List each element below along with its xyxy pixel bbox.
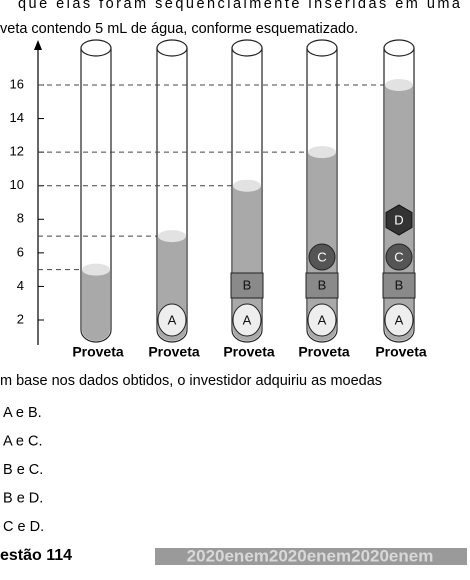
coin-label: A bbox=[168, 312, 177, 327]
tube-label: Proveta bbox=[375, 344, 427, 360]
y-tick-label: 2 bbox=[17, 311, 24, 326]
water-surface bbox=[82, 263, 110, 276]
text-line: que elas foram sequencialmente inseridas… bbox=[18, 0, 461, 12]
coin-label: C bbox=[317, 249, 326, 264]
option: B e D. bbox=[3, 490, 43, 506]
tube-top bbox=[80, 39, 112, 57]
option: A e C. bbox=[3, 433, 43, 449]
tube-top bbox=[383, 39, 415, 57]
y-tick-label: 4 bbox=[17, 278, 24, 293]
water-surface bbox=[233, 179, 261, 192]
coin-label: D bbox=[394, 212, 403, 227]
tube-label: Proveta bbox=[148, 344, 200, 360]
coin-label: A bbox=[318, 312, 327, 327]
option: A e B. bbox=[3, 405, 42, 421]
text-line: veta contendo 5 mL de água, conforme esq… bbox=[0, 21, 358, 37]
diagram: 246810121416ProvetaAProvetaABProvetaABCP… bbox=[10, 39, 427, 360]
coin-label: C bbox=[394, 249, 403, 264]
coin-label: A bbox=[395, 312, 404, 327]
coin-a bbox=[384, 303, 414, 337]
coin-c bbox=[385, 243, 413, 271]
coin-b bbox=[382, 272, 416, 299]
axis-arrow bbox=[34, 40, 42, 50]
watermark: 2020enem2020enem2020enem bbox=[187, 546, 434, 565]
coin-label: B bbox=[395, 277, 404, 292]
coin-a bbox=[232, 303, 262, 337]
water-surface bbox=[308, 146, 336, 159]
coin-b bbox=[305, 272, 339, 299]
coin-label: B bbox=[243, 277, 252, 292]
water-surface bbox=[158, 230, 186, 243]
y-tick-label: 16 bbox=[10, 76, 24, 91]
tube-label: Proveta bbox=[223, 344, 275, 360]
question-number: estão 114 bbox=[0, 547, 72, 564]
option: C e D. bbox=[3, 519, 44, 535]
y-tick-label: 6 bbox=[17, 244, 24, 259]
water-surface bbox=[385, 79, 413, 91]
coin-d bbox=[385, 204, 413, 236]
y-tick-label: 10 bbox=[10, 177, 24, 192]
tube-top bbox=[231, 39, 263, 57]
y-tick-label: 12 bbox=[10, 144, 24, 159]
coin-b bbox=[230, 272, 264, 299]
coin-label: B bbox=[318, 277, 327, 292]
option: B e C. bbox=[3, 462, 43, 478]
coin-label: A bbox=[243, 312, 252, 327]
coin-a bbox=[157, 303, 187, 337]
water bbox=[233, 185, 261, 341]
water bbox=[82, 269, 110, 341]
question: m base nos dados obtidos, o investidor a… bbox=[0, 373, 382, 389]
tube-label: Proveta bbox=[72, 344, 124, 360]
y-tick-label: 14 bbox=[10, 110, 24, 125]
watermark-bar bbox=[155, 548, 467, 565]
tube-top bbox=[306, 39, 338, 57]
y-tick-label: 8 bbox=[17, 211, 24, 226]
tube-label: Proveta bbox=[298, 344, 350, 360]
coin-c bbox=[308, 243, 336, 271]
coin-a bbox=[307, 303, 337, 337]
tube-top bbox=[156, 39, 188, 57]
